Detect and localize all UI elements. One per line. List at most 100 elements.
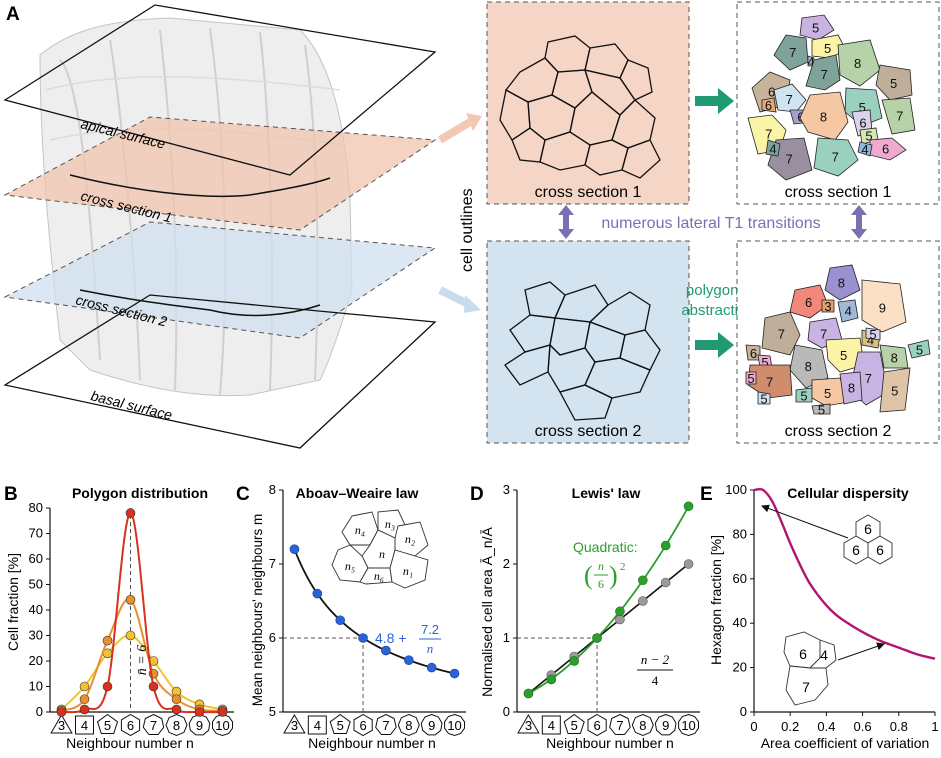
y-tick-label: 10 [29, 679, 43, 694]
irr-number-6: 6 [799, 646, 807, 662]
abstraction-arrows [695, 88, 734, 358]
panel-letter-b: B [4, 484, 18, 505]
x-tick-label: 4 [548, 718, 555, 733]
cs1-cell-number: 7 [821, 67, 828, 82]
cs1-cell-number: 7 [789, 45, 796, 60]
cs1-cell-number: 4 [769, 142, 776, 157]
x-tick-label: 6 [593, 718, 600, 733]
y-tick-label: 0 [36, 704, 43, 719]
t1-arrows [558, 205, 867, 239]
y-tick-label: 80 [733, 526, 747, 541]
x-tick-icon [142, 713, 165, 735]
svg-text:): ) [609, 561, 618, 590]
cs2-outline-caption: cross section 2 [535, 423, 642, 440]
x-tick-icon [165, 713, 188, 737]
data-point [335, 615, 345, 626]
x-tick-icon [307, 715, 327, 735]
lin-den: 4 [652, 673, 659, 688]
inset-n2: n₂ [405, 532, 415, 546]
panel-e: E Cellular dispersity 0 20 40 60 80 100 0 0.2 0.… [700, 482, 939, 751]
x-tick-icon [631, 713, 654, 737]
quad-label: Quadratic: [573, 539, 638, 555]
x-tick-label: 4 [314, 718, 321, 733]
x-tick-icon [678, 713, 699, 737]
cs2-cell-number: 6 [750, 346, 757, 361]
x-tick-icon [444, 713, 465, 737]
svg-text:(: ( [584, 561, 593, 590]
inset-n1: n₁ [403, 564, 413, 578]
x-tick-icon [375, 713, 397, 735]
cs1-cell-number: 5 [812, 21, 819, 36]
lin-num: n − 2 [641, 652, 670, 667]
inset-n5: n₅ [345, 559, 355, 573]
y-tick-label: 3 [503, 482, 510, 497]
cs1-cell-number: 7 [896, 109, 903, 124]
y-tick-label: 6 [269, 630, 276, 645]
linear-label: n − 2 4 [637, 652, 673, 688]
dispersity-curve [753, 487, 936, 660]
neighbour-inset [331, 509, 429, 589]
basal-plane [3, 294, 437, 449]
data-point [312, 588, 323, 599]
cs1-polygon-cell [837, 39, 881, 87]
aboav-formula: 4.8 + 7.2 n [375, 622, 441, 656]
x-tick-label: 3 [291, 718, 298, 733]
data-point [171, 704, 182, 715]
hex-arrow [761, 504, 849, 539]
cs1-cell-number: 7 [765, 126, 772, 141]
cs1-cell-number: 5 [859, 100, 866, 115]
y-tick-label: 1 [503, 630, 510, 645]
cs2-cell-number: 5 [891, 384, 898, 399]
data-point-linear [615, 614, 625, 625]
x-tick-label: 4 [81, 718, 88, 733]
cs1-outline-caption: cross section 1 [535, 184, 642, 201]
cs2-cell-number: 7 [766, 375, 773, 390]
cs2-cell-number: 8 [805, 359, 812, 374]
data-point [56, 707, 67, 717]
cs2-polygon-cell [865, 327, 881, 341]
panel-a: A cross section 2 cross section 1 apical… [3, 1, 940, 449]
cs2-cell-number: 8 [891, 350, 898, 365]
x-tick-label: 0.6 [854, 719, 872, 734]
data-point [125, 594, 136, 605]
x-tick-icon [587, 713, 607, 737]
cs2-polygon-cell [824, 264, 861, 301]
y-tick-label: 80 [29, 500, 43, 515]
cs2-cell-number: 5 [800, 389, 807, 404]
data-point-quadratic [569, 656, 579, 666]
inset-n4: n₄ [355, 523, 365, 537]
x-tick-label: 7 [150, 718, 157, 733]
x-tick-label: 5 [337, 718, 344, 733]
x-tick-label: 5 [571, 718, 578, 733]
x-tick-icon [50, 714, 73, 734]
linear-curve [527, 563, 690, 695]
y-tick-label: 100 [725, 482, 747, 497]
cs2-cell-number: 9 [879, 301, 886, 316]
x-tick-label: 1 [931, 719, 938, 734]
hexagon-inset [843, 514, 893, 565]
cs2-cell-number: 5 [869, 327, 876, 342]
cs2-polygon-caption: cross section 2 [785, 423, 892, 440]
y-tick-label: 8 [269, 482, 276, 497]
cs1-cell-number: 6 [768, 84, 775, 99]
x-tick-icon [397, 713, 420, 737]
cs2-polygon-cell [811, 377, 849, 407]
x-tick-label: 8 [173, 718, 180, 733]
x-tick-icon [541, 715, 561, 735]
inset-n6: n₆ [374, 569, 384, 583]
irr-number-7: 7 [802, 679, 810, 695]
x-tick-label: 9 [196, 718, 203, 733]
cs2-polygon-cell [839, 371, 863, 405]
panel-letter-a: A [6, 4, 20, 25]
cs1-outline-box [486, 1, 690, 205]
cs2-polygon-cell [907, 339, 931, 359]
cs1-polygon-cell [805, 54, 841, 91]
panel-letter-e: E [700, 484, 713, 505]
irregular-arrow [837, 642, 885, 661]
x-tick-icon [517, 714, 540, 734]
data-point [381, 645, 391, 656]
y-tick-label: 0 [740, 704, 747, 719]
x-tick-label: 0.4 [817, 719, 835, 734]
cs2-outline-box [486, 240, 690, 444]
